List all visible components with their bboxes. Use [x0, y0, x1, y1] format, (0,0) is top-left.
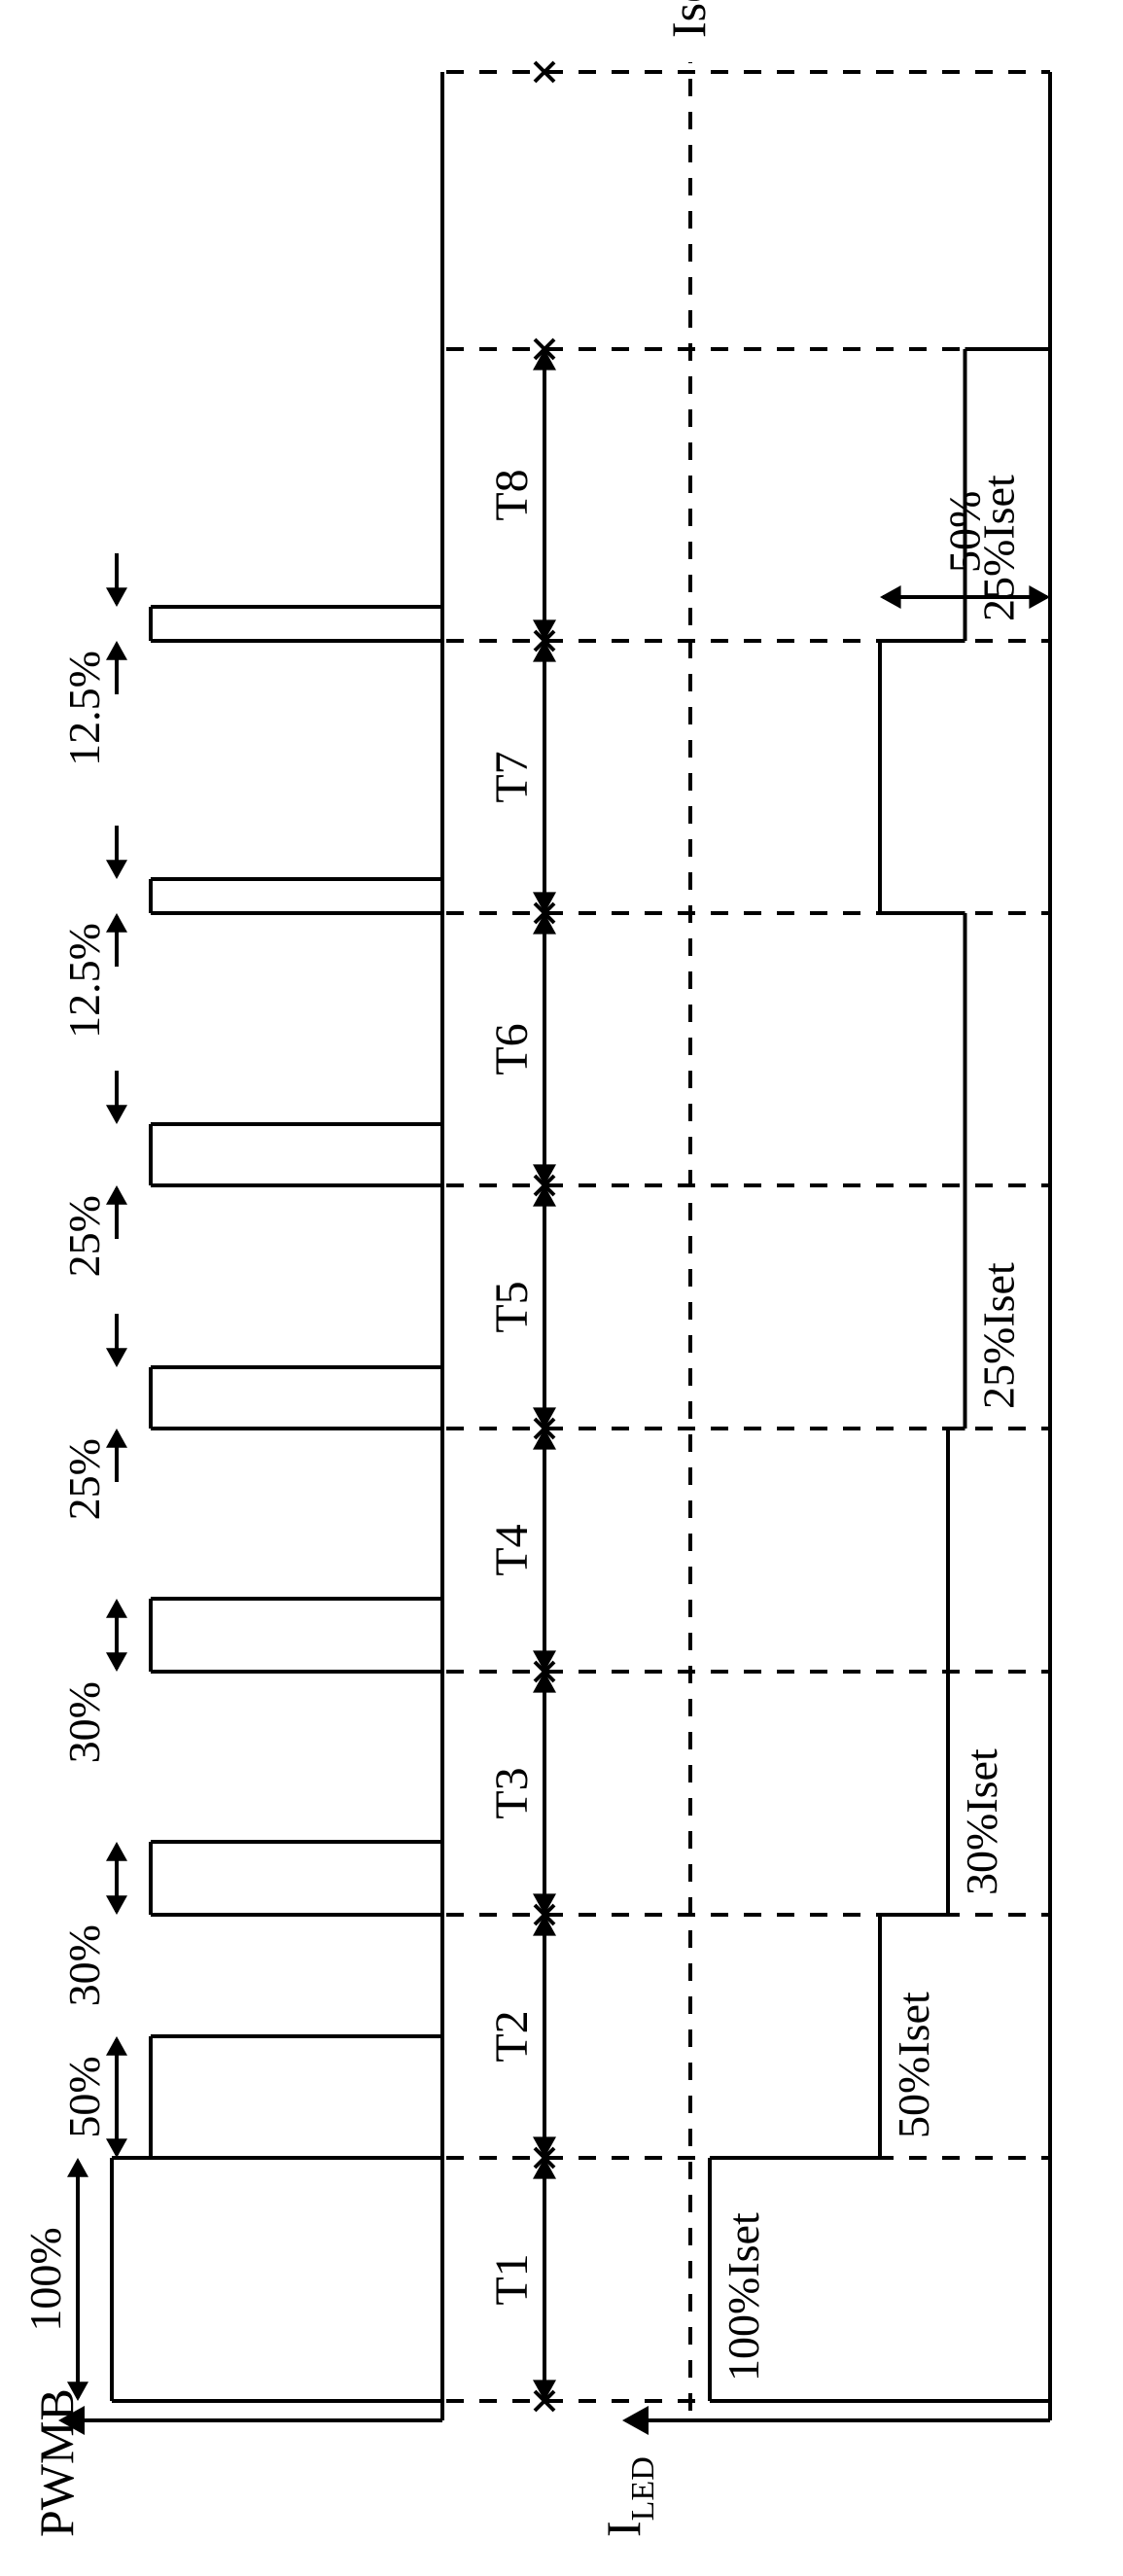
- svg-text:Iset: Iset: [661, 0, 716, 38]
- svg-text:25%Iset: 25%Iset: [974, 475, 1024, 621]
- svg-text:T7: T7: [486, 751, 538, 802]
- svg-text:12.5%: 12.5%: [59, 923, 109, 1039]
- svg-text:T4: T4: [486, 1524, 538, 1575]
- svg-text:100%: 100%: [20, 2227, 70, 2331]
- svg-text:PWMB: PWMB: [29, 2388, 84, 2537]
- svg-text:T5: T5: [486, 1281, 538, 1332]
- svg-text:30%: 30%: [59, 1924, 109, 2006]
- svg-text:50%: 50%: [59, 2056, 109, 2137]
- svg-text:50%Iset: 50%Iset: [889, 1992, 938, 2138]
- svg-text:30%Iset: 30%Iset: [957, 1748, 1006, 1895]
- svg-text:25%: 25%: [59, 1195, 109, 1277]
- svg-text:100%Iset: 100%Iset: [719, 2212, 768, 2382]
- svg-text:30%: 30%: [59, 1681, 109, 1763]
- svg-text:12.5%: 12.5%: [59, 651, 109, 766]
- svg-text:25%: 25%: [59, 1438, 109, 1520]
- svg-text:T2: T2: [486, 2010, 538, 2062]
- svg-text:T3: T3: [486, 1767, 538, 1818]
- svg-text:ILED: ILED: [596, 2456, 661, 2537]
- svg-text:25%Iset: 25%Iset: [974, 1262, 1024, 1409]
- svg-text:T8: T8: [486, 469, 538, 520]
- svg-text:T6: T6: [486, 1023, 538, 1075]
- svg-text:T1: T1: [486, 2253, 538, 2305]
